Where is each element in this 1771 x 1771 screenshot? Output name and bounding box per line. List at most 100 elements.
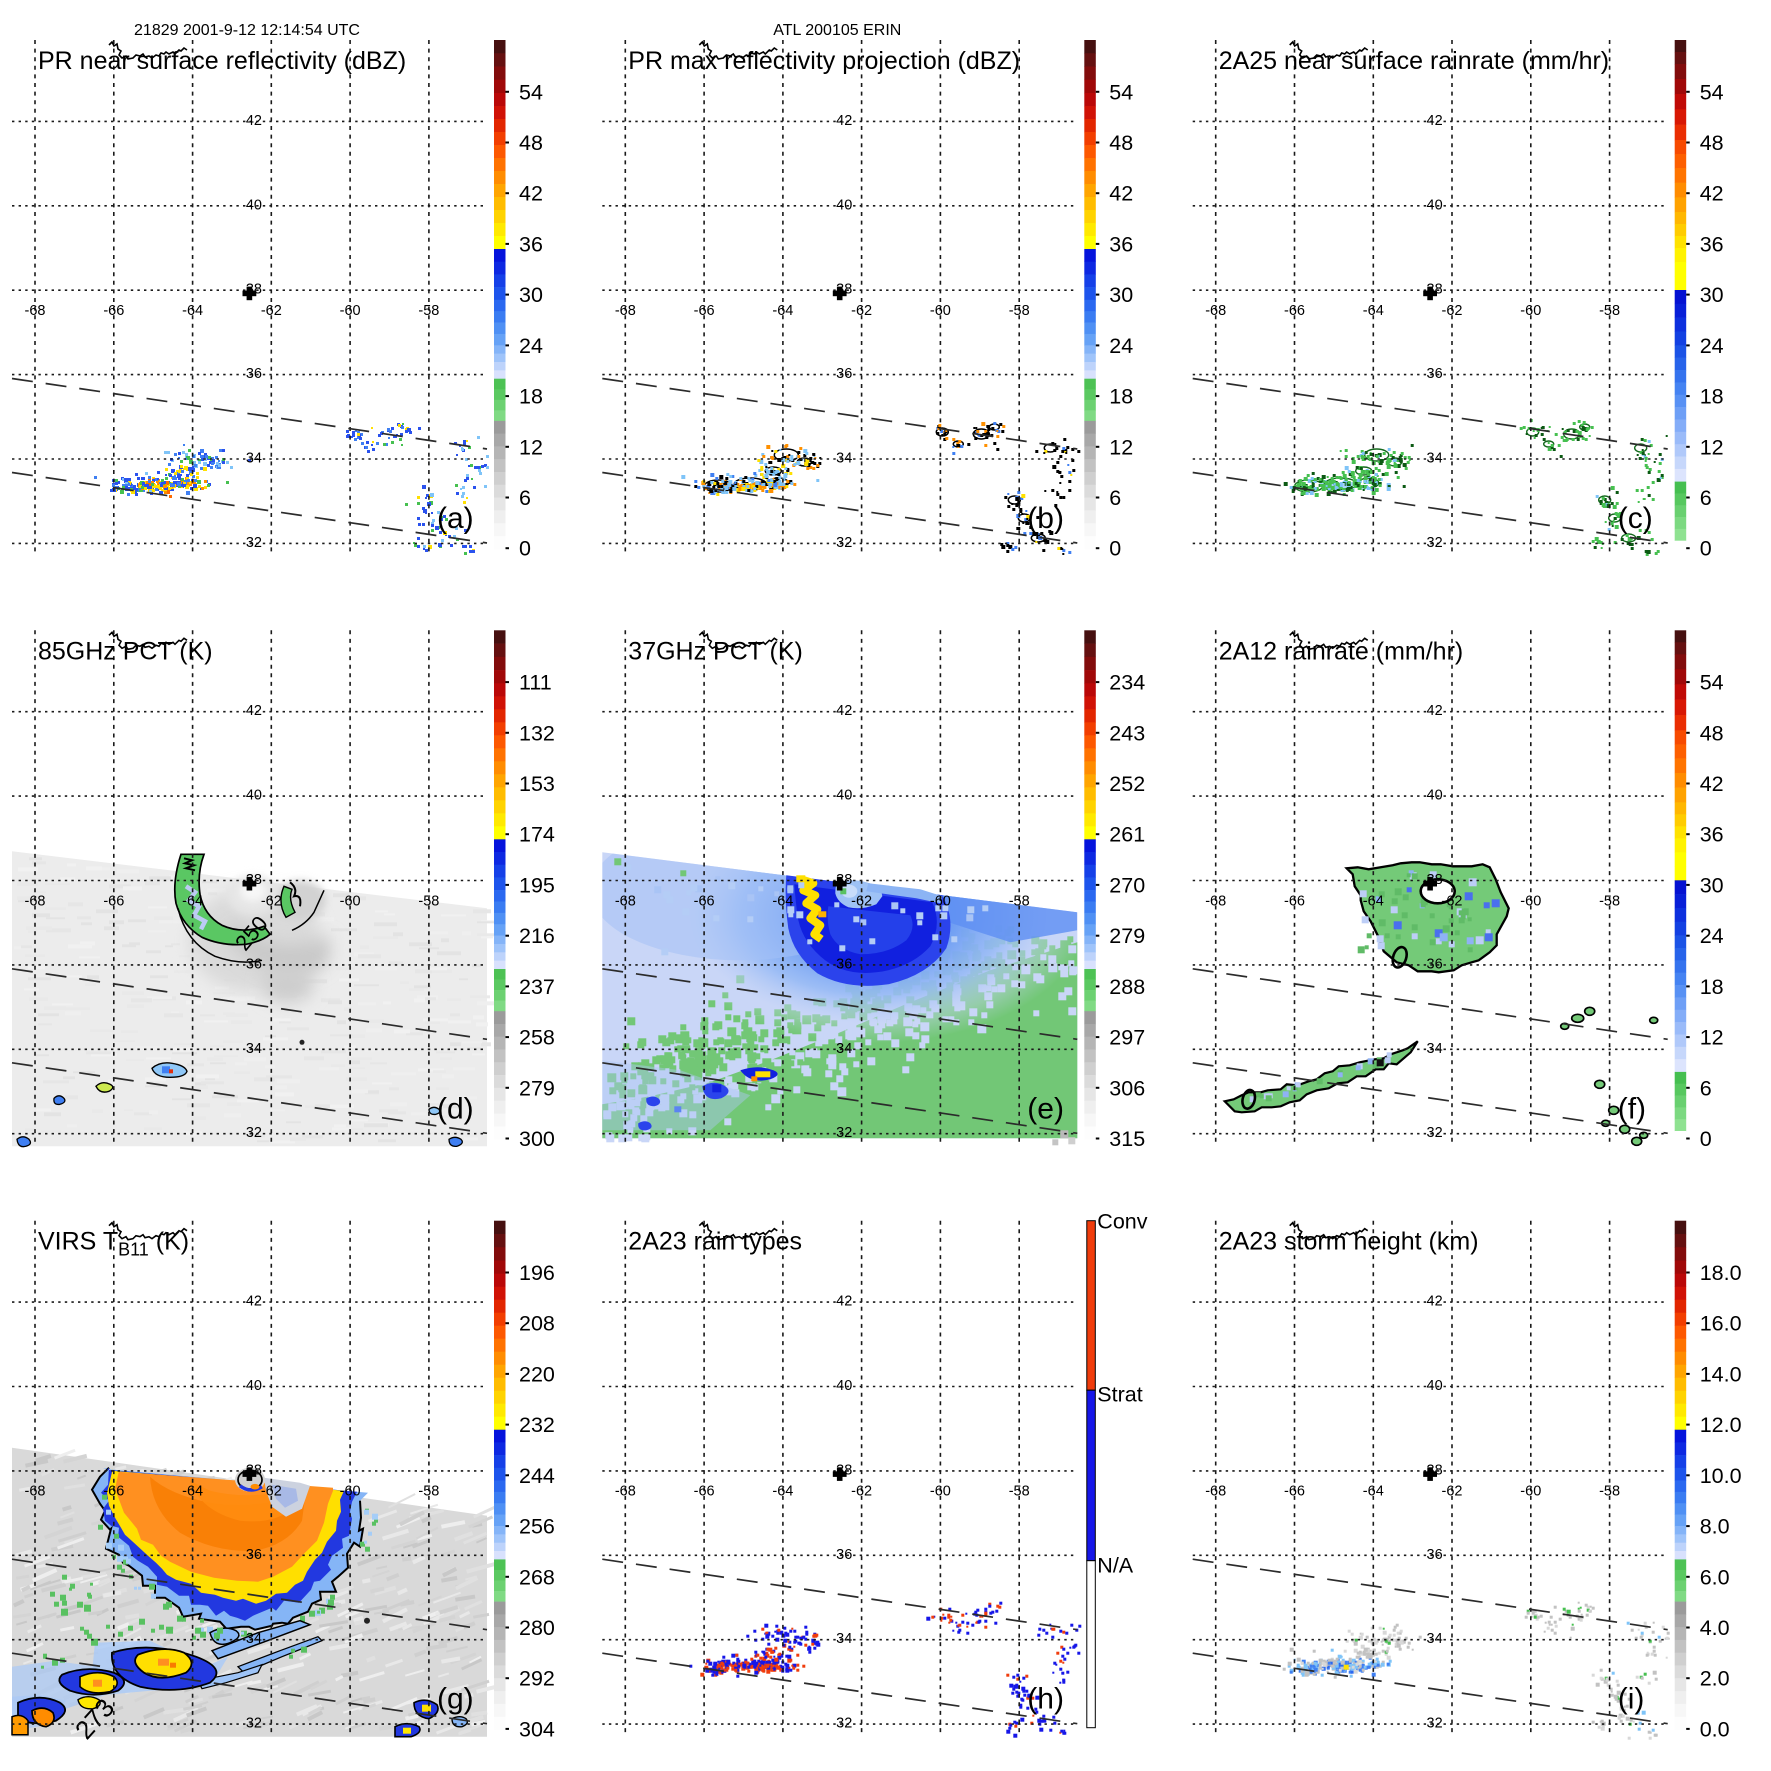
svg-text:12: 12	[1700, 435, 1724, 459]
svg-text:(c): (c)	[1618, 502, 1653, 535]
svg-text:258: 258	[519, 1026, 555, 1050]
svg-text:36: 36	[1427, 1547, 1443, 1563]
svg-text:40: 40	[246, 197, 262, 213]
svg-text:12.0: 12.0	[1700, 1413, 1742, 1437]
svg-text:153: 153	[519, 772, 555, 796]
svg-text:-64: -64	[182, 893, 203, 909]
svg-text:6: 6	[1109, 486, 1121, 510]
svg-text:42: 42	[246, 1294, 262, 1310]
svg-text:36: 36	[246, 1547, 262, 1563]
svg-text:42: 42	[1427, 1294, 1443, 1310]
svg-text:-66: -66	[103, 303, 124, 319]
svg-text:-66: -66	[694, 303, 715, 319]
svg-text:234: 234	[1109, 671, 1145, 695]
svg-text:32: 32	[836, 1125, 852, 1141]
svg-text:270: 270	[1109, 873, 1145, 897]
svg-text:132: 132	[519, 721, 555, 745]
svg-text:40: 40	[836, 197, 852, 213]
svg-text:N/A: N/A	[1097, 1554, 1134, 1578]
svg-text:244: 244	[519, 1464, 555, 1488]
svg-text:36: 36	[836, 366, 852, 382]
svg-text:32: 32	[836, 1716, 852, 1732]
svg-text:40: 40	[836, 1378, 852, 1394]
svg-text:36: 36	[1700, 232, 1724, 256]
svg-text:34: 34	[1427, 1041, 1443, 1057]
svg-text:42: 42	[1700, 182, 1724, 206]
svg-text:40: 40	[246, 1378, 262, 1394]
svg-text:174: 174	[519, 823, 555, 847]
svg-text:292: 292	[519, 1667, 555, 1691]
svg-text:-62: -62	[851, 893, 872, 909]
svg-text:42: 42	[1109, 182, 1133, 206]
svg-text:-68: -68	[615, 1484, 636, 1500]
svg-text:-62: -62	[261, 303, 282, 319]
svg-text:4.0: 4.0	[1700, 1616, 1730, 1640]
svg-text:208: 208	[519, 1312, 555, 1336]
svg-text:21829 2001-9-12 12:14:54 UTC: 21829 2001-9-12 12:14:54 UTC	[134, 22, 360, 39]
svg-text:-68: -68	[25, 893, 46, 909]
svg-text:40: 40	[1427, 197, 1443, 213]
svg-text:32: 32	[836, 535, 852, 551]
svg-text:Strat: Strat	[1097, 1383, 1142, 1407]
svg-text:(b): (b)	[1027, 502, 1064, 535]
svg-text:48: 48	[1700, 721, 1724, 745]
svg-text:VIRS TB11 (K): VIRS TB11 (K)	[38, 1228, 189, 1260]
svg-text:32: 32	[246, 535, 262, 551]
svg-text:-66: -66	[1284, 1484, 1305, 1500]
svg-text:42: 42	[246, 113, 262, 129]
svg-text:34: 34	[246, 451, 262, 467]
svg-text:232: 232	[519, 1413, 555, 1437]
svg-text:(h): (h)	[1027, 1683, 1064, 1716]
svg-text:10.0: 10.0	[1700, 1464, 1742, 1488]
svg-text:-60: -60	[1520, 1484, 1541, 1500]
svg-text:-64: -64	[1363, 303, 1384, 319]
svg-text:42: 42	[246, 703, 262, 719]
svg-text:6: 6	[519, 486, 531, 510]
svg-text:0: 0	[1700, 537, 1712, 561]
svg-text:-62: -62	[1442, 303, 1463, 319]
svg-text:268: 268	[519, 1565, 555, 1589]
svg-text:36: 36	[836, 956, 852, 972]
svg-text:-58: -58	[1009, 893, 1030, 909]
svg-text:-58: -58	[1009, 1484, 1030, 1500]
svg-text:34: 34	[836, 1041, 852, 1057]
svg-text:42: 42	[836, 1294, 852, 1310]
svg-text:PR max reflectivity projection: PR max reflectivity projection (dBZ)	[628, 47, 1020, 75]
svg-text:-68: -68	[25, 303, 46, 319]
svg-text:-68: -68	[25, 1484, 46, 1500]
svg-text:42: 42	[1700, 772, 1724, 796]
svg-text:-64: -64	[182, 303, 203, 319]
svg-text:-62: -62	[851, 1484, 872, 1500]
svg-text:(e): (e)	[1027, 1092, 1064, 1125]
svg-text:-64: -64	[772, 893, 793, 909]
svg-text:2A23 rain types: 2A23 rain types	[628, 1228, 802, 1256]
svg-text:-58: -58	[1599, 893, 1620, 909]
svg-text:-68: -68	[615, 303, 636, 319]
svg-text:30: 30	[1109, 283, 1133, 307]
svg-text:-66: -66	[1284, 303, 1305, 319]
svg-text:40: 40	[1427, 788, 1443, 804]
svg-text:(d): (d)	[437, 1092, 474, 1125]
svg-text:2.0: 2.0	[1700, 1667, 1730, 1691]
svg-text:220: 220	[519, 1362, 555, 1386]
svg-text:36: 36	[1427, 956, 1443, 972]
svg-text:-66: -66	[1284, 893, 1305, 909]
svg-text:12: 12	[1109, 435, 1133, 459]
svg-text:54: 54	[1700, 671, 1724, 695]
svg-text:-58: -58	[1009, 303, 1030, 319]
svg-text:261: 261	[1109, 823, 1145, 847]
svg-text:-60: -60	[340, 1484, 361, 1500]
svg-text:(g): (g)	[437, 1683, 474, 1716]
svg-text:0.0: 0.0	[1700, 1717, 1730, 1741]
svg-text:-64: -64	[1363, 893, 1384, 909]
svg-text:32: 32	[246, 1125, 262, 1141]
svg-text:-58: -58	[1599, 1484, 1620, 1500]
svg-text:(i): (i)	[1618, 1683, 1645, 1716]
svg-text:2A25 near surface rainrate (mm: 2A25 near surface rainrate (mm/hr)	[1219, 47, 1609, 75]
svg-text:237: 237	[519, 975, 555, 999]
svg-text:-64: -64	[772, 303, 793, 319]
svg-text:-60: -60	[1520, 303, 1541, 319]
svg-text:6.0: 6.0	[1700, 1565, 1730, 1589]
svg-text:-62: -62	[1442, 1484, 1463, 1500]
svg-text:16.0: 16.0	[1700, 1312, 1742, 1336]
